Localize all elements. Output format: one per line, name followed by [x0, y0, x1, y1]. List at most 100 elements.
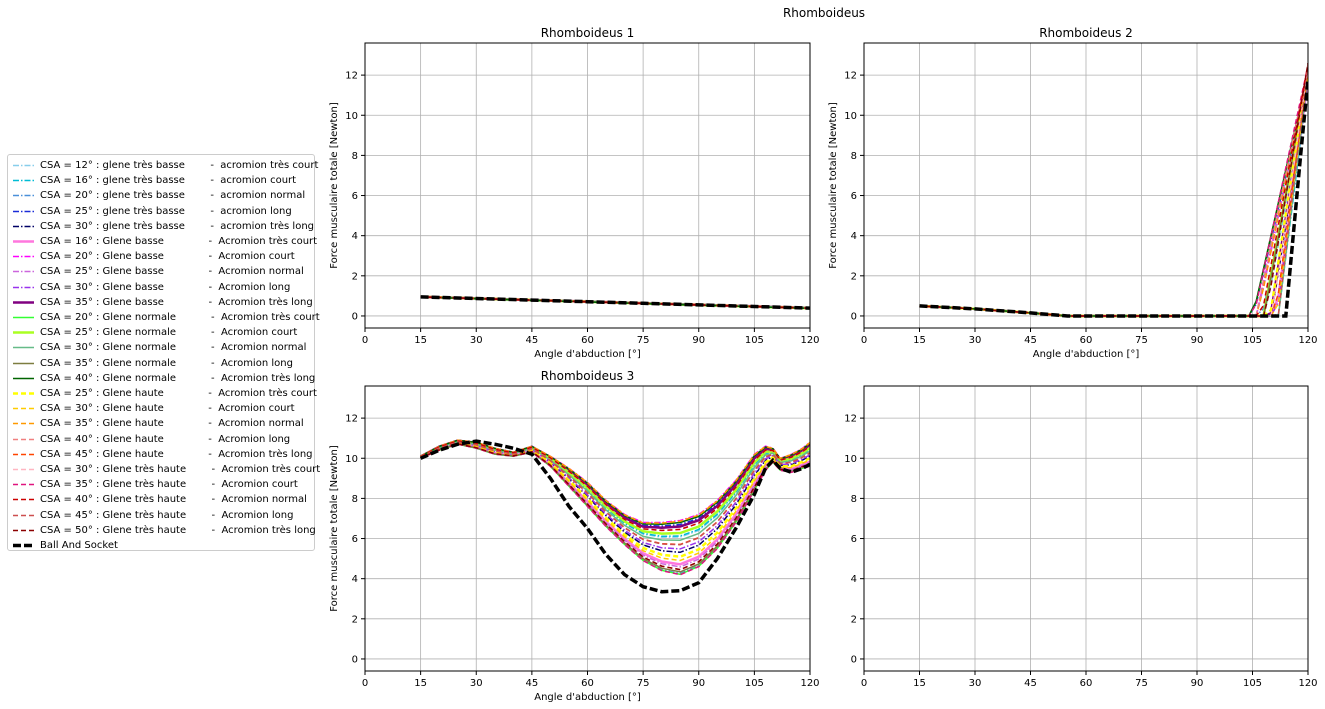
series-line — [919, 69, 1308, 317]
legend-swatch — [13, 225, 34, 228]
legend-entry: CSA = 35° : Glene basse - Acromion très … — [8, 295, 314, 310]
y-tick-label: 0 — [352, 311, 358, 322]
legend-label: CSA = 25° : Glene haute - Acromion très … — [40, 388, 317, 399]
x-tick-label: 60 — [581, 678, 594, 689]
x-tick-label: 45 — [1024, 335, 1037, 346]
legend-label: CSA = 16° : glene très basse - acromion … — [40, 175, 297, 187]
legend-swatch — [13, 423, 34, 425]
legend-entry: CSA = 30° : glene très basse - acromion … — [8, 219, 314, 234]
x-tick-label: 45 — [526, 678, 539, 689]
series-line — [919, 73, 1308, 317]
y-tick-label: 10 — [844, 454, 857, 465]
series-line — [919, 81, 1308, 317]
series-line — [919, 73, 1308, 318]
legend-entry: CSA = 25° : Glene normale - Acromion cou… — [8, 325, 314, 340]
y-tick-label: 6 — [352, 191, 358, 202]
legend-label: CSA = 25° : Glene basse - Acromion norma… — [40, 266, 304, 278]
x-tick-label: 0 — [362, 678, 368, 689]
series-line-ball-and-socket — [420, 295, 810, 310]
y-axis-label: Force musculaire totale [Newton] — [828, 102, 839, 269]
series-line — [420, 439, 810, 526]
series-line — [919, 67, 1308, 317]
x-tick-label: 0 — [861, 335, 867, 346]
x-tick-label: 30 — [470, 335, 483, 346]
legend-label: CSA = 16° : Glene basse - Acromion très … — [40, 236, 318, 247]
series-line — [919, 67, 1308, 317]
legend-label: CSA = 40° : Glene très haute - Acromion … — [40, 494, 307, 506]
y-tick-label: 0 — [851, 311, 857, 322]
series-line — [919, 70, 1308, 318]
legend-entry: CSA = 40° : Glene normale - Acromion trè… — [8, 371, 315, 386]
series-line — [919, 78, 1308, 317]
legend-entry: CSA = 12° : glene très basse - acromion … — [8, 158, 318, 173]
y-tick-label: 10 — [345, 454, 358, 465]
legend-label: CSA = 20° : Glene normale - Acromion trè… — [40, 312, 320, 323]
x-tick-label: 105 — [745, 335, 764, 346]
legend-entry: CSA = 45° : Glene très haute - Acromion … — [8, 508, 314, 523]
y-tick-label: 0 — [851, 654, 857, 665]
legend-swatch — [13, 407, 34, 410]
y-tick-label: 6 — [851, 534, 857, 545]
legend-entry: CSA = 20° : glene très basse - acromion … — [8, 188, 314, 203]
x-tick-label: 30 — [969, 678, 982, 689]
x-tick-label: 90 — [692, 678, 705, 689]
series-line — [420, 441, 810, 550]
legend-label: CSA = 25° : glene très basse - acromion … — [40, 205, 292, 217]
legend-entry: CSA = 25° : Glene basse - Acromion norma… — [8, 264, 314, 279]
x-tick-label: 45 — [526, 335, 539, 346]
subplot-3: 0 15 30 45 60 75 90 105 120 0 2 4 6 8 10 12 Rhomboideus … — [329, 369, 820, 703]
y-tick-label: 8 — [352, 151, 358, 162]
series-line — [919, 71, 1308, 317]
legend-swatch — [13, 347, 34, 349]
legend-label: CSA = 35° : Glene basse - Acromion très … — [40, 296, 313, 308]
y-tick-label: 12 — [345, 71, 358, 82]
y-tick-label: 12 — [345, 414, 358, 425]
x-axis-label: Angle d'abduction [°] — [1033, 349, 1140, 360]
y-tick-label: 2 — [851, 271, 857, 282]
series-group — [919, 62, 1308, 318]
legend-swatch — [13, 164, 34, 167]
legend-entry: CSA = 35° : Glene normale - Acromion lon… — [8, 356, 314, 371]
legend-swatch — [13, 179, 34, 182]
legend-box: CSA = 12° : glene très basse - acromion … — [7, 154, 320, 551]
legend-label: CSA = 30° : Glene très haute - Acromion … — [40, 464, 321, 475]
legend-label: CSA = 45° : Glene haute - Acromion très … — [40, 448, 313, 460]
series-line — [919, 64, 1308, 317]
legend-swatch — [13, 483, 34, 486]
series-line — [919, 77, 1308, 317]
figure-suptitle: Rhomboideus — [783, 6, 865, 20]
x-tick-label: 75 — [1135, 335, 1148, 346]
legend-label: CSA = 40° : Glene haute - Acromion long — [40, 433, 291, 445]
series-line — [420, 441, 810, 558]
x-tick-label: 120 — [1298, 335, 1317, 346]
x-tick-label: 105 — [745, 678, 764, 689]
series-line — [919, 83, 1308, 317]
subplot-4: 0 15 30 45 60 75 90 105 120 0 2 4 6 8 10 12 — [844, 385, 1318, 689]
legend-swatch — [13, 453, 34, 456]
legend-entry: CSA = 16° : Glene basse - Acromion très … — [8, 234, 318, 249]
legend-entry: CSA = 50° : Glene très haute - Acromion … — [8, 523, 316, 538]
series-line — [919, 76, 1308, 317]
legend-swatch — [13, 195, 34, 197]
subplot-title: Rhomboideus 1 — [541, 26, 635, 40]
x-tick-label: 30 — [470, 678, 483, 689]
legend-swatch — [13, 316, 34, 319]
legend-swatch — [13, 255, 34, 258]
x-tick-label: 120 — [800, 335, 819, 346]
y-tick-label: 0 — [352, 654, 358, 665]
legend-swatch — [13, 331, 34, 334]
legend-label: CSA = 50° : Glene très haute - Acromion … — [40, 524, 316, 536]
legend-entry: CSA = 20° : Glene basse - Acromion court — [8, 249, 314, 264]
legend-entry: CSA = 16° : glene très basse - acromion … — [8, 173, 314, 188]
y-axis-label: Force musculaire totale [Newton] — [329, 102, 340, 269]
subplot-2: 0 15 30 45 60 75 90 105 120 0 2 4 6 8 10 12 Rhomboideus … — [828, 26, 1318, 360]
x-axis-label: Angle d'abduction [°] — [534, 349, 641, 360]
legend-swatch — [13, 301, 34, 304]
y-tick-label: 12 — [844, 414, 857, 425]
y-tick-label: 8 — [851, 494, 857, 505]
legend-label: CSA = 35° : Glene normale - Acromion lon… — [40, 357, 293, 369]
y-tick-label: 8 — [352, 494, 358, 505]
x-axis-label: Angle d'abduction [°] — [534, 692, 641, 703]
series-line — [420, 440, 810, 532]
